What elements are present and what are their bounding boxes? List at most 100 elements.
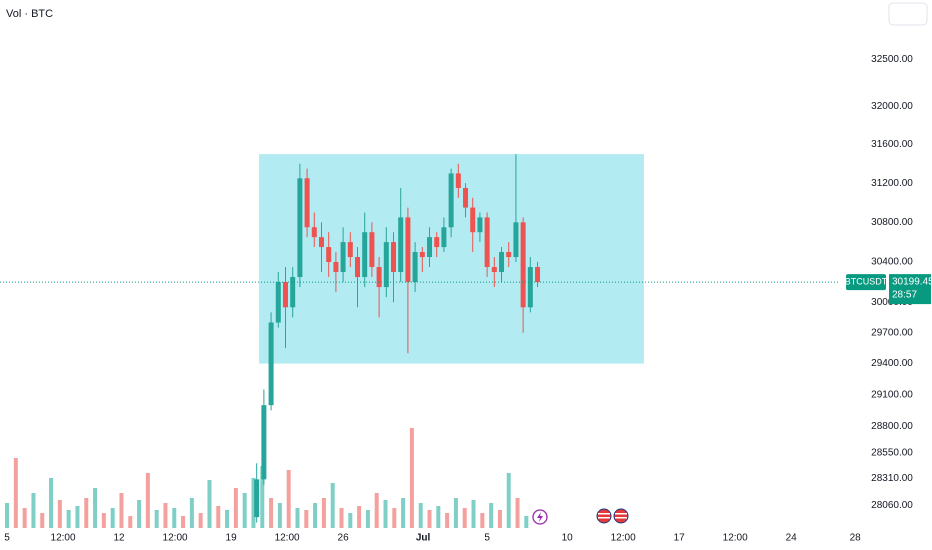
candle-body: [391, 242, 397, 273]
candle-body: [333, 262, 339, 273]
candle-body: [318, 237, 324, 248]
volume-bar: [137, 500, 142, 528]
us-flag-icon[interactable]: [596, 508, 612, 524]
volume-bar: [427, 510, 432, 528]
candle-body: [369, 232, 375, 268]
volume-bar: [22, 508, 27, 528]
candle-body: [520, 222, 526, 308]
volume-bar: [49, 478, 54, 528]
volume-bar: [119, 493, 124, 528]
y-tick-label: 30800.00: [871, 217, 913, 228]
volume-bar: [13, 458, 18, 528]
y-tick-label: 31200.00: [871, 178, 913, 189]
candle-body: [347, 242, 353, 258]
us-flag-icon[interactable]: [613, 508, 629, 524]
volume-bar: [189, 498, 194, 528]
y-tick-label: 32500.00: [871, 54, 913, 65]
countdown-label: 28:57: [892, 290, 917, 301]
volume-bar: [357, 506, 362, 528]
candle-body: [427, 237, 433, 258]
volume-bar: [383, 500, 388, 528]
x-tick-label: 17: [674, 533, 686, 544]
x-tick-label: 12:00: [611, 533, 636, 544]
price-tag: [889, 274, 931, 305]
candle-body: [268, 322, 274, 406]
volume-bar: [365, 510, 370, 528]
volume-bar: [225, 510, 230, 528]
candle-body: [448, 173, 454, 228]
volume-bar: [154, 510, 159, 528]
candle-body: [506, 252, 512, 258]
volume-bar: [84, 498, 89, 528]
lightning-glyph: [537, 512, 543, 522]
volume-bar: [480, 513, 485, 528]
x-tick-label: 12:00: [51, 533, 76, 544]
volume-bar: [471, 500, 476, 528]
x-tick-label: 26: [338, 533, 350, 544]
x-tick-label: 12:00: [723, 533, 748, 544]
symbol-tag: [846, 274, 886, 291]
volume-bar: [339, 508, 344, 528]
volume-bar: [401, 498, 406, 528]
candle-body: [419, 252, 425, 258]
volume-bar: [277, 503, 282, 528]
candle-body: [275, 282, 281, 323]
candle-body: [398, 217, 404, 273]
volume-bar: [216, 506, 221, 528]
y-tick-label: 30400.00: [871, 257, 913, 268]
y-tick-label: 29400.00: [871, 358, 913, 369]
volume-bar: [172, 508, 177, 528]
volume-bar: [445, 513, 450, 528]
volume-bar: [506, 473, 511, 528]
volume-bar: [321, 498, 326, 528]
symbol-label: BTCUSDT: [845, 276, 888, 286]
flag-stripe: [598, 513, 610, 515]
y-tick-label: 32000.00: [871, 101, 913, 112]
volume-bar: [5, 503, 10, 528]
x-tick-label: 19: [226, 533, 238, 544]
x-tick-label: 5: [484, 533, 490, 544]
candle-body: [441, 227, 447, 248]
candle-body: [261, 405, 267, 480]
candle-body: [290, 277, 296, 308]
volume-bar: [374, 493, 379, 528]
candle-body: [383, 242, 389, 288]
candle-body: [362, 232, 368, 278]
candle-body: [405, 217, 411, 283]
volume-bar: [93, 488, 98, 528]
volume-bar: [330, 483, 335, 528]
volume-bar: [304, 510, 309, 528]
volume-bar: [436, 506, 441, 528]
flag-stripe: [615, 517, 627, 519]
candle-body: [535, 267, 541, 283]
candle-body: [434, 237, 440, 248]
volume-bar: [251, 478, 256, 528]
volume-bar: [392, 508, 397, 528]
flag-stripe: [615, 513, 627, 515]
y-tick-label: 29100.00: [871, 389, 913, 400]
settings-button[interactable]: [888, 2, 928, 26]
x-tick-label: 24: [786, 533, 798, 544]
candle-body: [311, 227, 317, 238]
volume-bar: [260, 466, 265, 528]
candle-body: [297, 178, 303, 278]
y-tick-label: 28550.00: [871, 447, 913, 458]
volume-bar: [31, 493, 36, 528]
candle-body: [412, 252, 418, 283]
x-tick-label: 12:00: [275, 533, 300, 544]
volume-bar: [233, 488, 238, 528]
volume-bar: [66, 510, 71, 528]
volume-bar: [348, 513, 353, 528]
x-tick-label: 12:00: [163, 533, 188, 544]
candle-body: [455, 173, 461, 189]
candle-body: [254, 479, 260, 518]
candle-body: [326, 247, 332, 263]
y-tick-label: 28060.00: [871, 500, 913, 511]
event-icons: [532, 508, 629, 525]
volume-bar: [207, 480, 212, 528]
candle-body: [304, 178, 310, 228]
candle-body: [484, 217, 490, 268]
volume-bar: [515, 498, 520, 528]
volume-bar: [198, 513, 203, 528]
